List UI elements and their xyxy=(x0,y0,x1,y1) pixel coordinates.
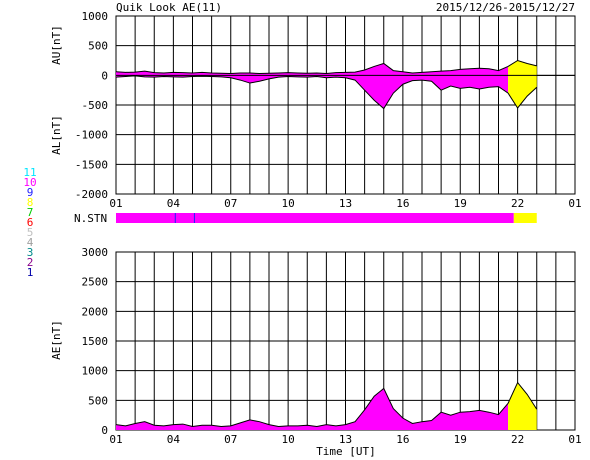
al-area-magenta xyxy=(116,75,509,109)
legend-entry-1: 1 xyxy=(27,266,34,279)
y-tick-label: 2500 xyxy=(82,276,109,289)
legend-entry-4: 4 xyxy=(27,236,34,249)
y-tick-label: 500 xyxy=(88,394,108,407)
nstn-segment-8 xyxy=(513,213,537,223)
y-tick-label: -500 xyxy=(82,99,109,112)
y-tick-label: -1500 xyxy=(75,158,108,171)
x-tick-label: 10 xyxy=(282,433,295,446)
x-tick-label: 19 xyxy=(454,197,467,210)
au-series-line xyxy=(115,59,537,75)
x-tick-label: 19 xyxy=(454,433,467,446)
au-al-panel: AU[nT] AL[nT] 1000 500 0 -500 -1000 -1500 -200… xyxy=(50,10,582,210)
au-area-yellow xyxy=(508,60,537,76)
x-tick-label: 07 xyxy=(224,433,237,446)
ae-axis-label: AE[nT] xyxy=(50,320,63,360)
x-tick-label: 22 xyxy=(511,197,524,210)
ae-panel: AE[nT] Time [UT] 3000 2500 2000 1500 1000 500… xyxy=(50,246,582,458)
al-series-line xyxy=(115,75,538,110)
al-axis-label: AL[nT] xyxy=(50,115,63,155)
al-area-yellow xyxy=(508,75,537,108)
legend-entry-2: 2 xyxy=(27,256,34,269)
y-tick-label: 0 xyxy=(101,424,108,437)
y-tick-label: 1500 xyxy=(82,335,109,348)
x-tick-label: 16 xyxy=(396,197,409,210)
x-tick-label: 04 xyxy=(167,197,181,210)
station-count-bar: N.STN xyxy=(74,212,537,225)
x-tick-label: 01 xyxy=(568,433,581,446)
y-tick-label: 3000 xyxy=(82,246,109,259)
legend-entry-9: 9 xyxy=(27,186,34,199)
au-axis-label: AU[nT] xyxy=(50,25,63,65)
legend-entry-6: 6 xyxy=(27,216,34,229)
legend-entry-3: 3 xyxy=(27,246,34,259)
au-area-magenta xyxy=(116,63,509,76)
x-tick-label: 01 xyxy=(109,197,122,210)
legend-entry-11: 11 xyxy=(23,166,36,179)
chart-title: Quik Look AE(11) xyxy=(116,1,222,14)
x-tick-label: 01 xyxy=(109,433,122,446)
y-tick-label: 1000 xyxy=(82,10,109,23)
x-axis-label: Time [UT] xyxy=(316,445,376,458)
x-tick-label: 07 xyxy=(224,197,237,210)
y-tick-label: -1000 xyxy=(75,129,108,142)
nstn-segment-10 xyxy=(116,213,514,223)
y-tick-label: 1000 xyxy=(82,365,109,378)
x-tick-label: 04 xyxy=(167,433,181,446)
x-tick-label: 01 xyxy=(568,197,581,210)
y-tick-label: 2000 xyxy=(82,305,109,318)
legend-entry-8: 8 xyxy=(27,196,34,209)
x-tick-label: 22 xyxy=(511,433,524,446)
x-tick-label: 13 xyxy=(339,433,352,446)
x-tick-label: 13 xyxy=(339,197,352,210)
ae-series-line xyxy=(115,381,538,427)
plot-frame xyxy=(115,15,576,195)
date-range: 2015/12/26-2015/12/27 xyxy=(436,1,575,14)
x-tick-label: 16 xyxy=(396,433,409,446)
legend-entry-7: 7 xyxy=(27,206,34,219)
y-tick-label: 0 xyxy=(101,69,108,82)
y-tick-label: -2000 xyxy=(75,188,108,201)
legend-entry-5: 5 xyxy=(27,226,34,239)
y-tick-label: 500 xyxy=(88,40,108,53)
nstn-label: N.STN xyxy=(74,212,107,225)
ae-area-magenta xyxy=(116,388,509,430)
x-tick-label: 10 xyxy=(282,197,295,210)
ae-area-yellow xyxy=(508,382,537,430)
legend-entry-10: 10 xyxy=(23,176,36,189)
